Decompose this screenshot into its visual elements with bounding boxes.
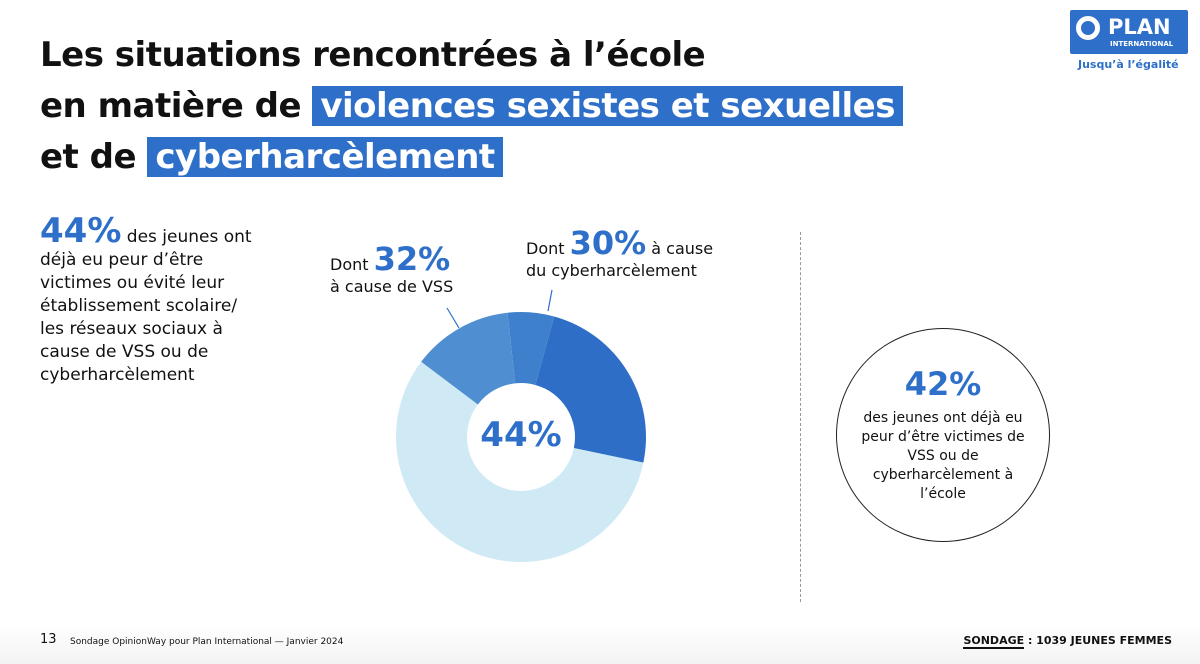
title-line-1: Les situations rencontrées à l’école — [40, 35, 706, 75]
label-value: 32% — [373, 240, 451, 278]
donut-center-label: 44% — [480, 415, 562, 455]
stat-value: 44% — [40, 211, 122, 251]
title-text: en matière de — [40, 86, 313, 126]
plan-logo: PLAN INTERNATIONAL — [1070, 10, 1188, 54]
logo-tagline: Jusqu’à l’égalité — [1078, 58, 1179, 71]
page-title: Les situations rencontrées à l’école en … — [40, 30, 903, 183]
label-value: 30% — [569, 224, 647, 262]
leader-line-vss — [446, 307, 460, 329]
footer-bar — [0, 624, 1200, 664]
page-number: 13 — [40, 632, 57, 647]
divider — [800, 232, 801, 602]
donut-slice-1 — [507, 312, 555, 385]
title-text: et de — [40, 137, 148, 177]
stat-text: des jeunes ont déjà eu peur d’être victi… — [861, 410, 1025, 502]
sample-note: SONDAGE : 1039 JEUNES FEMMES — [963, 634, 1172, 649]
right-stat-circle: 42% des jeunes ont déjà eu peur d’être v… — [836, 328, 1050, 542]
label-cyber: Dont 30% à cause du cyberharcèlement — [526, 227, 714, 282]
label-prefix: Dont — [330, 255, 374, 274]
leader-line-cyber — [547, 289, 553, 312]
title-line-2: en matière de violences sexistes et sexu… — [40, 81, 903, 132]
source-note: Sondage OpinionWay pour Plan Internation… — [70, 637, 344, 647]
stat-value: 42% — [904, 365, 982, 403]
label-suffix: à cause — [646, 239, 714, 258]
sample-value: : 1039 JEUNES FEMMES — [1024, 634, 1172, 647]
donut-slice-3 — [395, 361, 644, 563]
donut-slice-2 — [535, 316, 646, 463]
logo-name: PLAN — [1108, 15, 1171, 39]
sample-label: SONDAGE — [963, 634, 1025, 649]
left-stat: 44% des jeunes ont déjà eu peur d’être v… — [40, 214, 260, 387]
label-suffix: à cause de VSS — [330, 277, 454, 296]
stat-text: des jeunes ont déjà eu peur d’être victi… — [40, 227, 252, 385]
label-vss: Dont 32% à cause de VSS — [330, 243, 454, 298]
label-prefix: Dont — [526, 239, 570, 258]
child-globe-icon — [1076, 16, 1100, 40]
logo-sub: INTERNATIONAL — [1110, 40, 1174, 48]
donut-slice-0 — [421, 312, 516, 405]
title-highlight: cyberharcèlement — [147, 137, 503, 177]
title-highlight: violences sexistes et sexuelles — [312, 86, 903, 126]
label-suffix: du cyberharcèlement — [526, 261, 697, 280]
title-line-3: et de cyberharcèlement — [40, 132, 903, 183]
